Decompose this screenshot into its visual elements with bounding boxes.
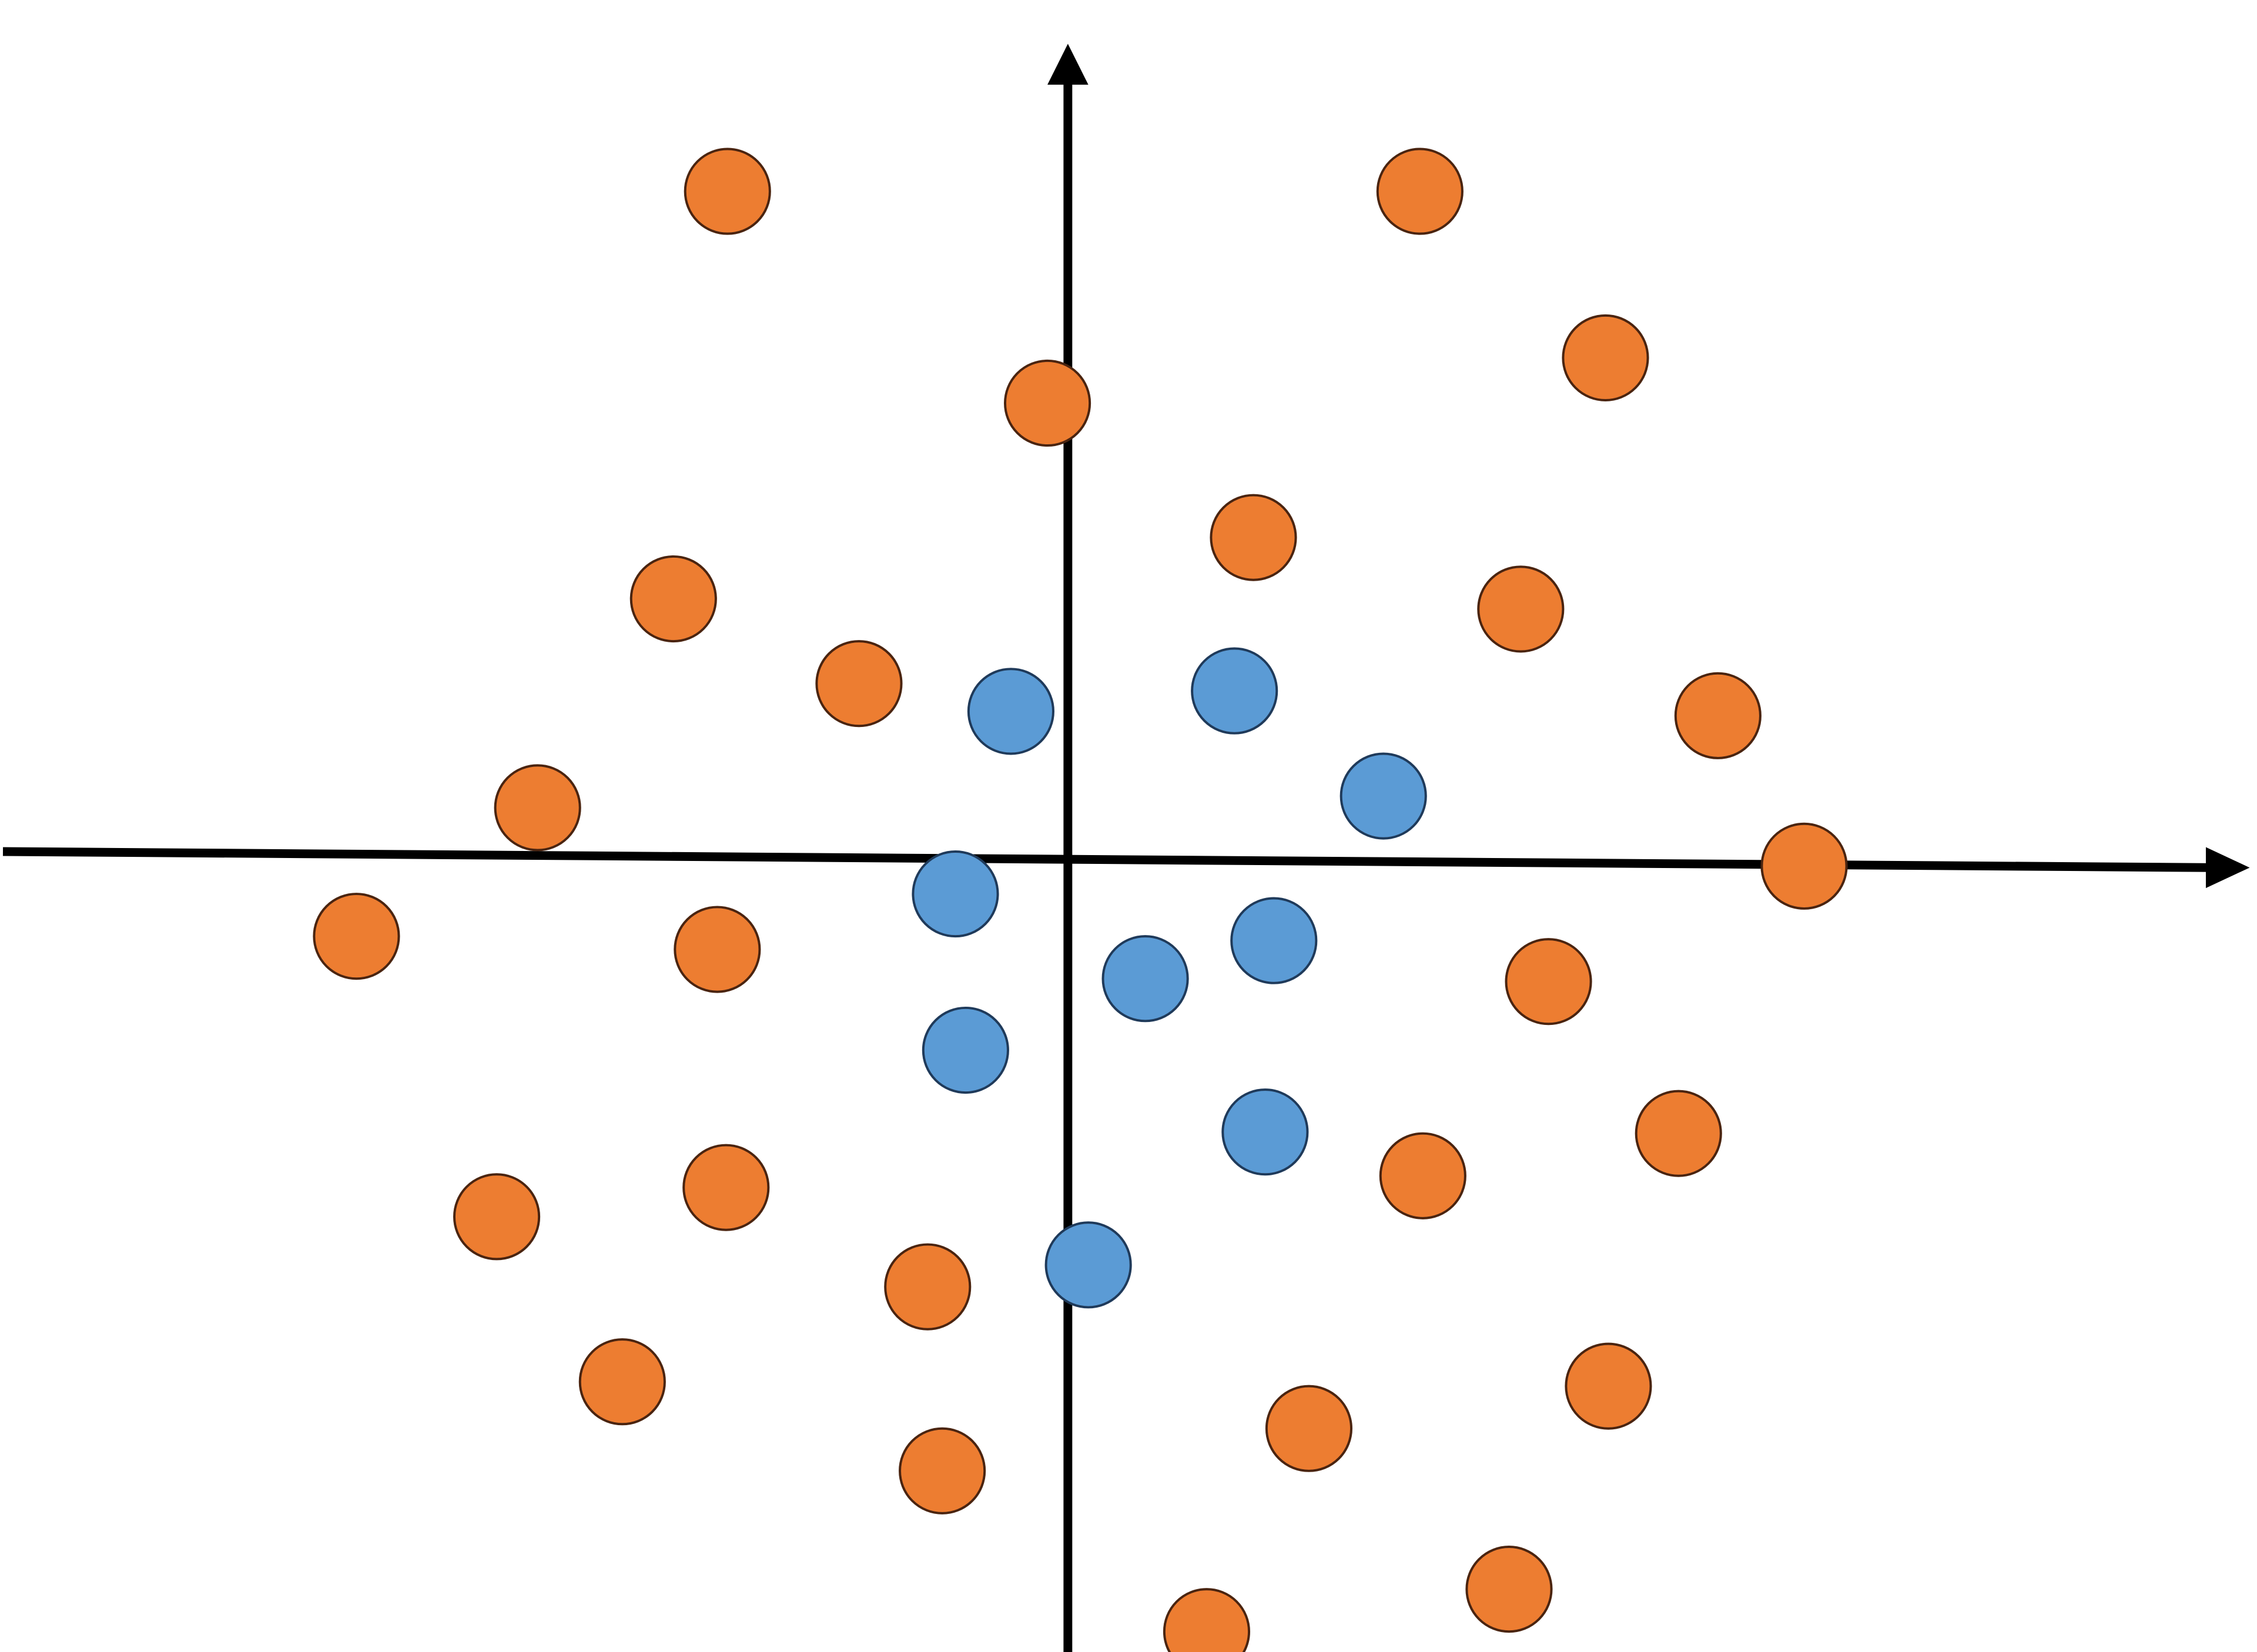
blue-point: [1340, 752, 1427, 840]
blue-point: [1191, 647, 1278, 735]
orange-point: [1760, 822, 1848, 910]
orange-point: [1465, 1546, 1553, 1633]
inner-points: [912, 647, 1427, 1309]
orange-point: [1003, 359, 1091, 447]
orange-point: [1635, 1090, 1722, 1177]
x-axis-arrow: [2205, 847, 2250, 889]
orange-point: [1163, 1588, 1251, 1652]
outer-points: [313, 148, 1848, 1652]
orange-point: [494, 764, 581, 852]
orange-point: [682, 1144, 770, 1231]
orange-point: [884, 1243, 972, 1331]
orange-point: [684, 148, 771, 235]
blue-point: [1101, 935, 1189, 1023]
orange-point: [899, 1427, 986, 1514]
blue-point: [922, 1006, 1009, 1094]
blue-point: [1221, 1088, 1309, 1176]
orange-point: [629, 555, 717, 643]
blue-point: [912, 850, 999, 938]
orange-point: [1565, 1342, 1652, 1430]
orange-point: [1376, 148, 1464, 235]
orange-point: [1379, 1132, 1466, 1219]
orange-point: [1505, 938, 1592, 1026]
y-axis-arrow: [1047, 43, 1089, 85]
orange-point: [674, 906, 761, 993]
orange-point: [815, 640, 903, 728]
orange-point: [578, 1338, 666, 1426]
orange-point: [1477, 565, 1565, 653]
orange-point: [1674, 672, 1762, 759]
orange-point: [1265, 1385, 1353, 1472]
orange-point: [313, 893, 400, 980]
orange-point: [1562, 314, 1649, 401]
orange-point: [1210, 494, 1297, 581]
blue-point: [1044, 1221, 1132, 1309]
blue-point: [967, 668, 1054, 755]
blue-point: [1230, 897, 1318, 984]
orange-point: [453, 1173, 541, 1261]
